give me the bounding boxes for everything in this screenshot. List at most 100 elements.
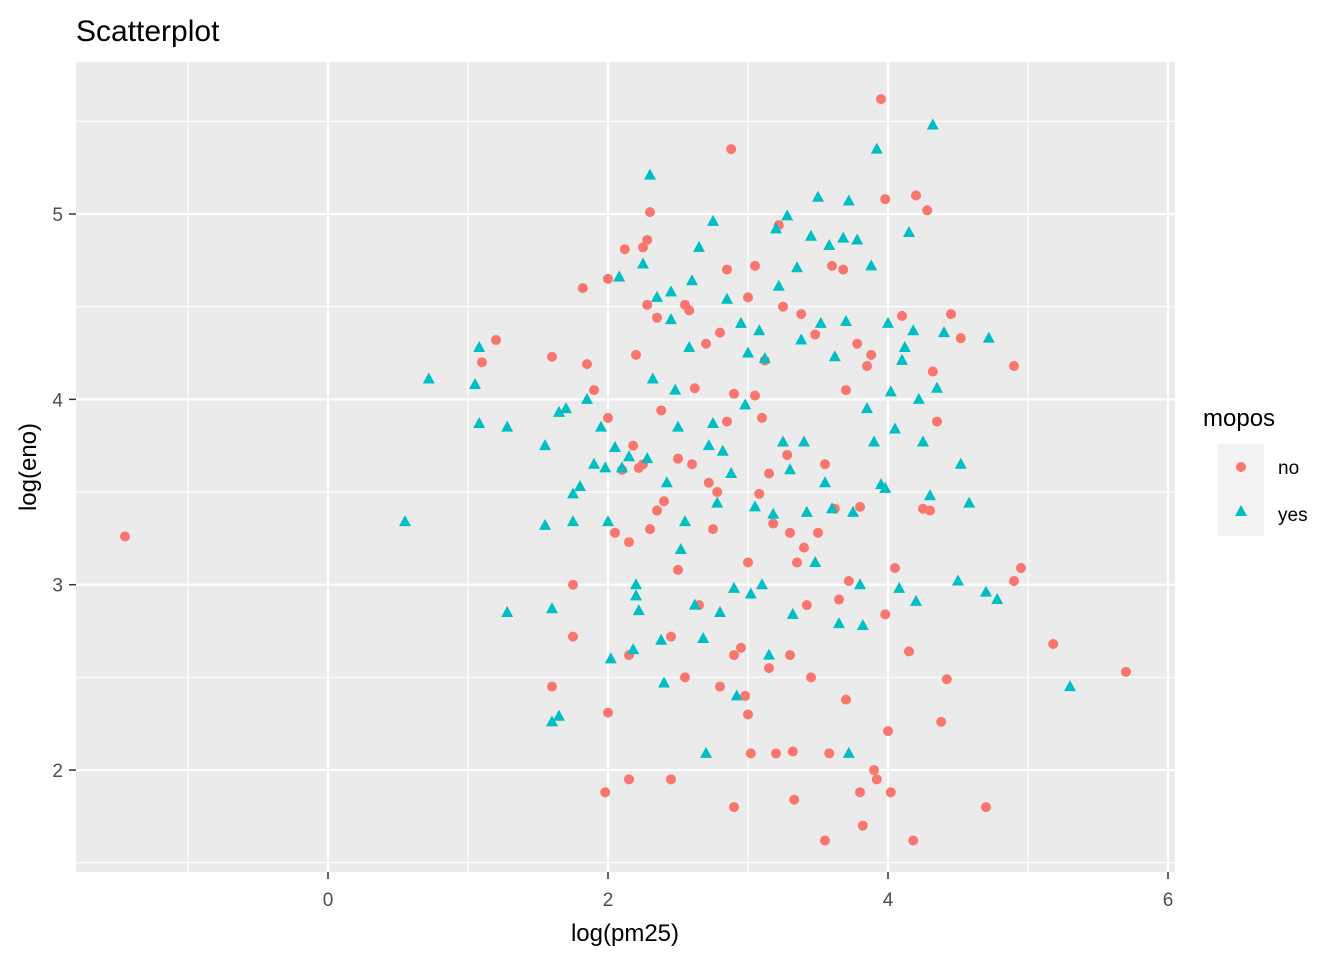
point-yes: [473, 416, 486, 428]
point-yes: [819, 476, 831, 488]
point-yes: [980, 585, 992, 597]
point-yes: [893, 581, 906, 593]
point-no: [922, 205, 933, 216]
point-no: [666, 631, 676, 642]
point-yes: [963, 496, 976, 508]
point-no: [834, 594, 844, 605]
point-yes: [669, 383, 682, 395]
point-no: [652, 505, 662, 516]
point-yes: [730, 689, 743, 701]
point-no: [729, 802, 739, 813]
point-yes: [907, 324, 920, 336]
point-yes: [422, 372, 435, 384]
point-no: [729, 650, 739, 661]
point-yes: [882, 316, 894, 328]
point-no: [729, 388, 739, 399]
point-no: [680, 672, 690, 683]
point-yes: [865, 259, 878, 271]
x-tick-label: 6: [1163, 890, 1174, 911]
point-no: [855, 787, 865, 798]
point-no: [857, 820, 868, 831]
point-no: [796, 309, 807, 320]
point-no: [925, 505, 935, 516]
point-yes: [763, 648, 775, 660]
point-yes: [560, 402, 572, 414]
point-yes: [840, 314, 852, 326]
point-yes: [651, 290, 663, 302]
point-yes: [646, 372, 659, 384]
point-yes: [637, 257, 649, 269]
point-yes: [917, 435, 929, 447]
point-yes: [553, 405, 565, 417]
point-no: [1121, 666, 1131, 677]
point-yes: [658, 676, 670, 688]
point-no: [841, 694, 851, 705]
point-no: [568, 579, 578, 590]
y-axis-title: log(eno): [15, 423, 42, 511]
point-no: [1009, 360, 1019, 371]
point-yes: [604, 652, 617, 664]
point-no: [743, 557, 753, 568]
legend-marker-no: [1236, 462, 1246, 472]
point-no: [722, 264, 732, 275]
y-tick-label: 4: [52, 390, 63, 411]
point-yes: [879, 481, 892, 493]
point-yes: [688, 598, 701, 610]
point-no: [806, 672, 816, 683]
point-yes: [686, 274, 698, 286]
point-no: [684, 305, 695, 316]
point-no: [904, 646, 914, 657]
point-yes: [784, 463, 796, 475]
point-yes: [823, 239, 836, 251]
point-no: [624, 774, 634, 785]
point-yes: [630, 589, 642, 601]
point-yes: [777, 435, 789, 447]
point-no: [703, 477, 714, 488]
point-yes: [721, 292, 733, 304]
point-yes: [693, 240, 705, 252]
point-yes: [912, 392, 925, 404]
point-yes: [567, 515, 579, 527]
point-yes: [711, 496, 724, 508]
point-yes: [674, 542, 687, 554]
point-yes: [756, 578, 768, 590]
point-no: [843, 575, 854, 586]
point-yes: [588, 457, 600, 469]
y-axis: 2 3 4 5: [52, 205, 76, 782]
point-yes: [786, 607, 799, 619]
point-yes: [707, 214, 719, 226]
point-no: [908, 835, 919, 846]
point-yes: [595, 420, 607, 432]
point-no: [750, 390, 760, 401]
point-yes: [812, 190, 824, 202]
point-yes: [707, 416, 719, 428]
point-yes: [627, 643, 640, 655]
point-yes: [854, 578, 866, 590]
point-no: [120, 531, 130, 542]
point-yes: [781, 209, 794, 221]
point-yes: [697, 631, 710, 643]
point-yes: [814, 316, 827, 328]
x-tick-label: 4: [883, 890, 894, 911]
point-yes: [609, 441, 621, 453]
point-no: [715, 681, 725, 692]
point-no: [659, 496, 669, 507]
point-yes: [553, 709, 565, 721]
point-no: [603, 273, 613, 284]
point-yes: [805, 229, 817, 241]
point-no: [603, 412, 613, 423]
point-no: [687, 459, 697, 470]
point-yes: [1064, 680, 1076, 692]
point-yes: [602, 515, 614, 527]
point-no: [885, 787, 896, 798]
point-yes: [889, 422, 901, 434]
point-yes: [954, 457, 967, 469]
point-no: [764, 468, 774, 479]
point-no: [932, 416, 942, 427]
point-yes: [672, 420, 684, 432]
point-no: [666, 774, 676, 785]
y-tick-label: 5: [52, 205, 63, 226]
point-yes: [728, 581, 740, 593]
point-yes: [632, 604, 645, 616]
point-yes: [546, 715, 558, 727]
